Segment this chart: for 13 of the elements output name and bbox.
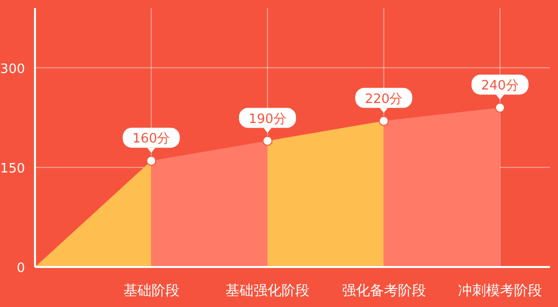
x-tick-label: 基础强化阶段 xyxy=(226,283,310,299)
x-tick-label: 基础阶段 xyxy=(123,283,180,299)
x-tick-label: 冲刺模考阶段 xyxy=(458,283,542,299)
y-tick-label: 150 xyxy=(0,161,25,176)
data-label: 160分 xyxy=(132,132,170,147)
point xyxy=(262,136,272,146)
x-tick-label: 强化备考阶段 xyxy=(342,283,426,299)
point xyxy=(495,102,505,113)
data-label: 220分 xyxy=(364,92,403,107)
data-label: 240分 xyxy=(481,78,519,94)
y-tick-label: 300 xyxy=(0,62,25,77)
data-label: 190分 xyxy=(248,112,286,127)
y-tick-label: 0 xyxy=(16,261,25,276)
